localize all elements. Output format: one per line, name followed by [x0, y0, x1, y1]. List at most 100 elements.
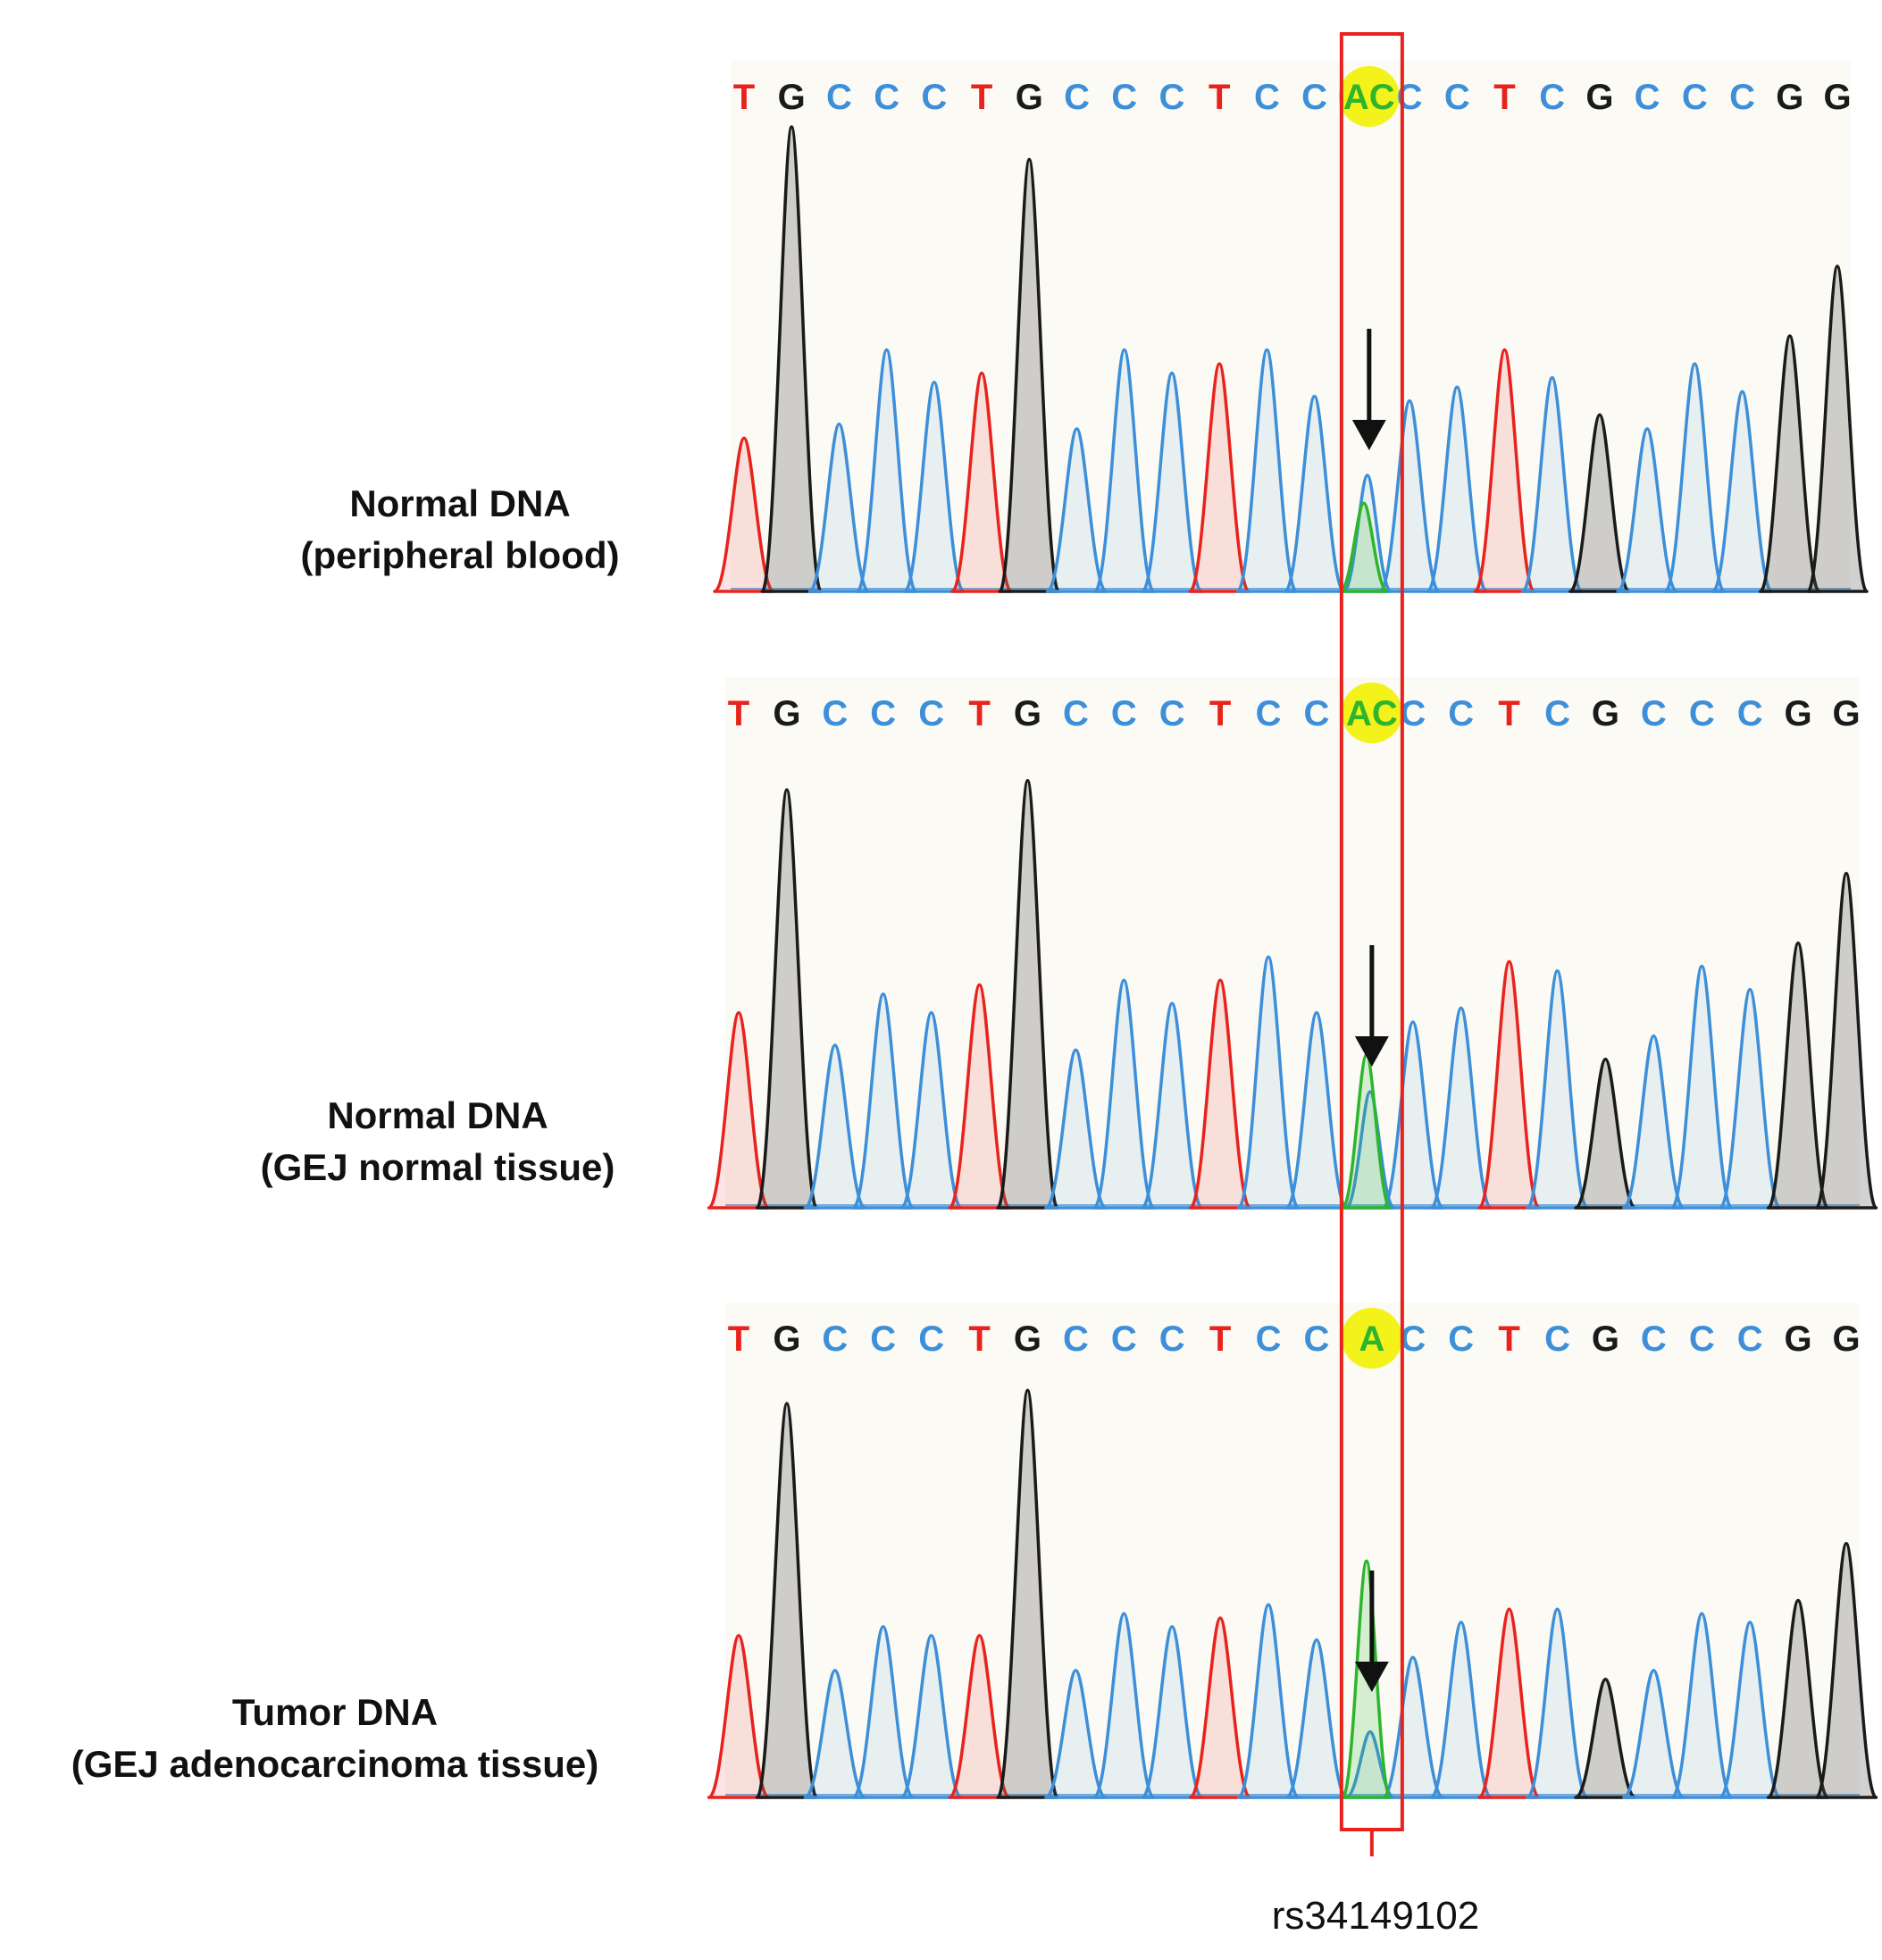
peak-G	[760, 125, 823, 593]
base-letter: C	[826, 78, 852, 117]
base-letter: T	[1493, 78, 1515, 117]
base-letter: C	[1301, 78, 1327, 117]
peak-C	[803, 1669, 867, 1799]
panel-title: Normal DNA	[349, 482, 571, 524]
base-letter: C	[1159, 694, 1185, 733]
base-letter: C	[1256, 1319, 1282, 1359]
snp-id-label: rs34149102	[1271, 1894, 1480, 1938]
base-letter: C	[874, 78, 899, 117]
base-letter: C	[822, 694, 848, 733]
base-letter: T	[728, 1319, 749, 1359]
peak-C	[1622, 1669, 1685, 1799]
peak-C	[1429, 1006, 1493, 1210]
peak-C	[1044, 1669, 1108, 1799]
base-letter: C	[1111, 78, 1137, 117]
trace-background	[725, 1302, 1860, 1797]
peak-C	[1141, 1625, 1204, 1799]
base-letter: C	[1689, 1319, 1715, 1359]
peak-C	[851, 993, 915, 1210]
base-letter: C	[1544, 694, 1570, 733]
peak-G	[1814, 1542, 1878, 1799]
base-letter: G	[773, 694, 800, 733]
peak-C	[1711, 389, 1774, 593]
base-letter: C	[1254, 78, 1280, 117]
base-letter: G	[1823, 78, 1851, 117]
base-letter: T	[1209, 1319, 1231, 1359]
base-letter: C	[1444, 78, 1470, 117]
peak-T	[707, 1010, 771, 1210]
peak-G	[755, 1402, 819, 1799]
snp-highlight	[1341, 683, 1402, 743]
peak-C	[1045, 427, 1108, 593]
trace-background	[725, 677, 1860, 1208]
peak-C	[1236, 1603, 1301, 1799]
peak-C	[1236, 955, 1301, 1210]
peak-G	[755, 788, 819, 1210]
base-letter: C	[1159, 1319, 1185, 1359]
base-letter: C	[1641, 694, 1667, 733]
peak-C	[903, 381, 966, 593]
peak-T	[950, 371, 1013, 593]
peak-C	[855, 348, 918, 593]
peak-C	[1235, 348, 1299, 593]
base-letter: G	[1014, 694, 1041, 733]
peak-T	[707, 1633, 771, 1799]
base-letter: C	[1689, 694, 1715, 733]
base-letter: C	[1256, 694, 1282, 733]
base-letter: C	[921, 78, 947, 117]
peak-G	[1574, 1677, 1637, 1799]
peak-G	[996, 1388, 1059, 1799]
base-letter: C	[1641, 1319, 1667, 1359]
trace-background	[731, 61, 1851, 591]
snp-peak-A	[1339, 501, 1389, 593]
base-letter: C	[870, 1319, 896, 1359]
peak-T	[1188, 362, 1250, 593]
base-letter: C	[1737, 1319, 1763, 1359]
base-letter: G	[1776, 78, 1803, 117]
peak-C	[1719, 1621, 1782, 1799]
peak-G	[1814, 871, 1878, 1210]
peak-C	[1616, 427, 1678, 593]
base-letter: T	[968, 694, 990, 733]
peak-G	[996, 778, 1059, 1210]
snp-peak-C	[1342, 473, 1393, 593]
arrow-head-icon	[1354, 1036, 1389, 1067]
peak-G	[1759, 334, 1821, 593]
panel-subtitle: (peripheral blood)	[300, 534, 620, 576]
peak-G	[1766, 1598, 1830, 1799]
peak-T	[1188, 1616, 1252, 1799]
base-letter: G	[1014, 1319, 1041, 1359]
peak-T	[948, 1633, 1011, 1799]
base-letter: C	[1159, 78, 1185, 117]
chromatogram-panel: T G C C C T G C C C T C C C C T C G C C C G GA	[707, 1302, 1878, 1799]
base-letter: G	[1592, 694, 1619, 733]
peak-C	[1284, 1010, 1349, 1210]
base-letter: C	[1737, 694, 1763, 733]
snp-highlight	[1338, 66, 1400, 127]
base-letter: C	[1400, 694, 1426, 733]
base-letter: G	[1785, 1319, 1812, 1359]
snp-highlight	[1341, 1308, 1402, 1369]
peak-G	[1574, 1057, 1637, 1210]
snp-call-letter: AC	[1346, 694, 1398, 733]
peak-C	[1092, 348, 1156, 593]
base-letter: G	[1785, 694, 1812, 733]
panel-label-gej-normal-tissue: Normal DNA (GEJ normal tissue)	[165, 1090, 710, 1194]
base-letter: C	[1063, 694, 1089, 733]
peak-C	[803, 1043, 867, 1210]
base-letter: T	[733, 78, 755, 117]
base-letter: G	[1832, 694, 1860, 733]
peak-G	[998, 157, 1061, 593]
panel-title: Tumor DNA	[231, 1691, 439, 1733]
peak-C	[1141, 371, 1203, 593]
peak-G	[1766, 941, 1830, 1210]
base-letter: T	[1498, 694, 1519, 733]
peak-C	[1526, 969, 1589, 1210]
base-letter: C	[870, 694, 896, 733]
base-letter: C	[1448, 1319, 1474, 1359]
peak-C	[1044, 1048, 1108, 1210]
panel-subtitle: (GEJ normal tissue)	[260, 1146, 615, 1188]
peak-C	[1141, 1001, 1204, 1210]
base-letter: C	[1635, 78, 1660, 117]
